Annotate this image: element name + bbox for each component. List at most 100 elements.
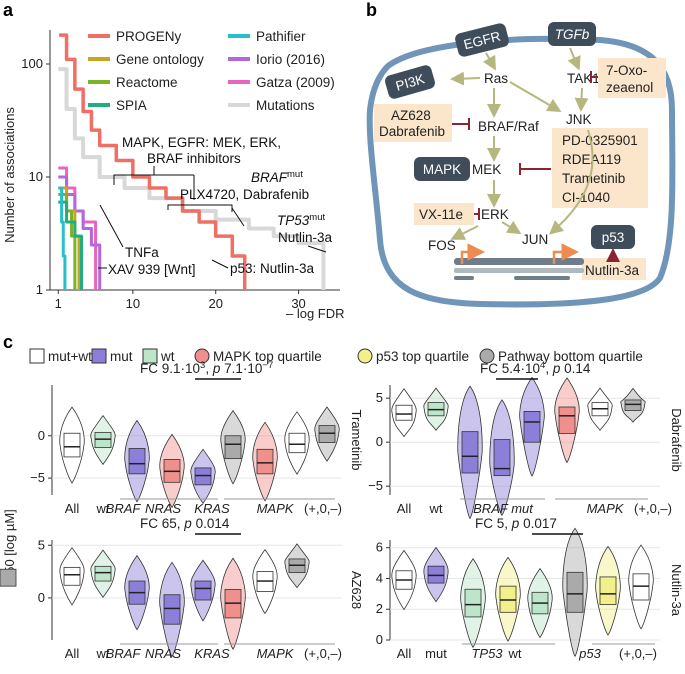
y-tick-label: 5 xyxy=(376,390,383,405)
fc-separator: , xyxy=(205,361,213,376)
drug-name-label: Trametinib xyxy=(349,410,364,471)
nutlin-drug-box: Nutlin-3a xyxy=(582,258,646,280)
svg-text:Dabrafenib: Dabrafenib xyxy=(379,124,445,139)
ras-node: Ras xyxy=(484,71,508,86)
violin-subplot-dabrafenib: 5 0 −5 FC 5.4·104, p 0.14 Dabrafenib All wt BRA… xyxy=(368,360,684,520)
violin-box xyxy=(566,571,584,613)
violin-box xyxy=(493,439,511,477)
legend-swatch xyxy=(194,348,210,364)
p-value: 0.017 xyxy=(523,516,557,531)
vx11e-drug-box: VX-11e xyxy=(414,203,474,225)
annotation-tp53-drug: Nutlin-3a xyxy=(278,230,333,245)
group-label: MAPK xyxy=(257,501,295,516)
x-ticks: 1 10 20 30 xyxy=(55,290,306,311)
y-tick-label: 5 xyxy=(38,537,45,552)
violin-box xyxy=(624,399,642,411)
fos-node: FOS xyxy=(428,238,456,253)
group-label: TP53 xyxy=(471,646,503,661)
group-label: wt xyxy=(508,646,522,661)
x-tick-label: 20 xyxy=(208,296,222,311)
annotation-tp53-pointer xyxy=(307,245,327,253)
fc-exponent: 3 xyxy=(200,360,205,371)
svg-text:VX-11e: VX-11e xyxy=(419,207,463,222)
violin-box xyxy=(194,580,212,601)
violin-box xyxy=(163,594,181,625)
violin-box xyxy=(395,404,413,421)
violin-box xyxy=(63,566,81,586)
x-category-label: All xyxy=(65,646,80,661)
violin-box xyxy=(461,431,479,474)
legend-label: Pathifier xyxy=(256,29,306,44)
group-label: KRAS xyxy=(194,501,230,516)
violin-box xyxy=(0,568,17,587)
fc-value: FC 5.4·10 xyxy=(480,361,540,376)
annotation-mapk-1: MAPK, EGFR: MEK, ERK, xyxy=(122,135,281,150)
y-tick-label: −5 xyxy=(30,470,45,485)
annotation-tnfa-pointer xyxy=(99,204,124,248)
violin-box xyxy=(632,573,650,601)
annotation-xav: XAV 939 [Wnt] xyxy=(108,262,196,277)
mek-inhibitors-drug-box: PD-0325901 RDEA119 Trametinib CI-1040 xyxy=(552,128,648,208)
panel-b-label: b xyxy=(366,0,377,20)
az628-drug-box: AZ628 Dabrafenib xyxy=(374,104,452,142)
fc-exponent: 4 xyxy=(540,360,545,371)
series-line-6 xyxy=(58,200,83,290)
p-exponent: −7 xyxy=(262,360,273,371)
x-tick-label: 10 xyxy=(126,296,140,311)
svg-text:7-Oxo-: 7-Oxo- xyxy=(606,63,647,78)
annotation-mapk-2: BRAF inhibitors xyxy=(147,151,241,166)
legend-swatch xyxy=(142,348,158,364)
jnk-node: JNK xyxy=(566,112,592,127)
x-tick-label: 1 xyxy=(55,296,62,311)
p53-label: p53 xyxy=(602,230,625,245)
violin-box xyxy=(288,432,306,454)
panel-c-violin-plots: 0 −5 FC 9.1·103, p 7.1·10−7 Trametinib All wt… xyxy=(0,360,684,661)
legend-label: Mutations xyxy=(256,98,315,113)
panel-a-label: a xyxy=(3,0,14,20)
svg-text:Trametinib: Trametinib xyxy=(562,171,625,186)
y-tick-label: 100 xyxy=(21,56,43,71)
y-tick-label: 10 xyxy=(29,169,43,184)
y-tick-label: 0 xyxy=(38,428,45,443)
violin-box xyxy=(94,431,112,449)
violin-box xyxy=(194,467,212,486)
p-label: p xyxy=(183,516,192,531)
violin-box xyxy=(256,448,274,475)
svg-text:zeaenol: zeaenol xyxy=(606,80,653,95)
svg-text:AZ628: AZ628 xyxy=(391,108,431,123)
tgfb-label: TGFb xyxy=(555,27,590,42)
p-value: 0.14 xyxy=(564,361,591,376)
legend-label: mut xyxy=(110,349,133,364)
violin-box xyxy=(224,435,242,460)
group-label: NRAS xyxy=(145,646,181,661)
violin-box xyxy=(128,448,146,475)
p-label: p xyxy=(511,516,520,531)
p-value: 0.014 xyxy=(196,516,230,531)
p-label: p xyxy=(552,361,561,376)
legend-label: MAPK top quartile xyxy=(213,349,322,364)
p-label: p xyxy=(212,361,221,376)
legend: PROGENy Gene ontology Reactome SPIA Pathifie… xyxy=(88,29,335,113)
svg-text:RDEA119: RDEA119 xyxy=(562,152,621,167)
group-suffix: (+,0,–) xyxy=(619,646,657,661)
svg-text:Nutlin-3a: Nutlin-3a xyxy=(585,263,640,278)
y-tick-label: 6 xyxy=(376,540,383,555)
group-suffix: (+,0,–) xyxy=(634,501,672,516)
legend-swatch xyxy=(479,348,495,364)
legend-label: Gatza (2009) xyxy=(256,75,335,90)
y-tick-label: 2 xyxy=(376,601,383,616)
group-label: p53 xyxy=(578,646,601,661)
group-label: MAPK xyxy=(587,501,625,516)
violin-box xyxy=(94,565,112,582)
group-label: MAPK xyxy=(257,646,295,661)
y-tick-label: 0 xyxy=(38,590,45,605)
fc-value: FC 65, xyxy=(140,516,181,531)
legend-label: wt xyxy=(160,349,175,364)
violin-box xyxy=(499,585,517,613)
x-category-label: wt xyxy=(96,646,110,661)
panel-c-label: c xyxy=(3,332,13,352)
fc-separator: , xyxy=(545,361,553,376)
fold-change-label: FC 5.4·104, p 0.14 xyxy=(480,360,591,376)
legend-label: p53 top quartile xyxy=(376,349,469,364)
